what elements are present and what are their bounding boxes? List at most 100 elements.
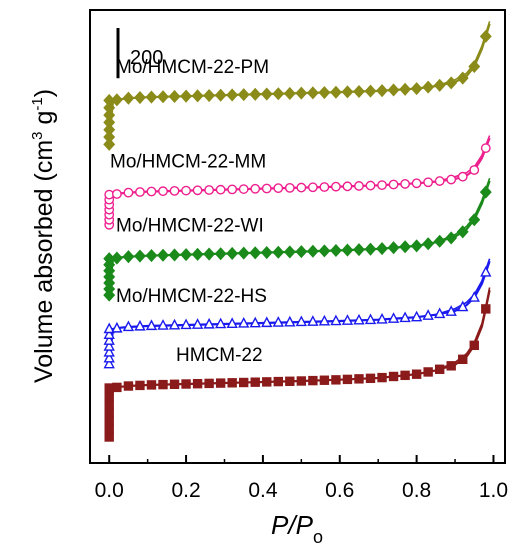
data-point (284, 182, 295, 193)
data-point (181, 379, 191, 389)
data-point (283, 86, 296, 100)
data-point (215, 378, 226, 388)
data-point (112, 382, 122, 393)
data-point (104, 407, 114, 418)
series-hmcm-22 (104, 287, 491, 442)
data-point (145, 319, 158, 331)
data-point (237, 88, 250, 102)
data-point (103, 137, 116, 151)
data-point (103, 351, 115, 363)
y-axis-label-sup1: 3 (29, 132, 46, 140)
data-point (376, 312, 388, 324)
data-point (331, 181, 341, 192)
data-point (169, 185, 180, 196)
data-point (145, 249, 158, 263)
data-point (273, 183, 284, 194)
data-point (157, 319, 169, 330)
data-point (103, 123, 116, 137)
data-point (411, 178, 422, 189)
data-point (456, 71, 469, 85)
data-point (123, 187, 134, 198)
data-point (237, 246, 250, 260)
data-point (146, 186, 157, 197)
data-point (157, 248, 169, 262)
data-point (104, 391, 114, 401)
data-point (103, 101, 116, 115)
series-label: Mo/HMCM-22-MM (110, 152, 266, 173)
data-point (434, 307, 446, 319)
data-point (111, 189, 122, 199)
data-point (250, 183, 261, 194)
data-point (191, 318, 204, 329)
data-point (446, 361, 456, 371)
data-point (469, 165, 480, 175)
series-label: Mo/HMCM-22-WI (116, 216, 264, 237)
data-point (434, 176, 445, 186)
data-point (239, 377, 249, 388)
data-point (423, 177, 434, 188)
data-point (458, 354, 468, 365)
data-point (145, 90, 158, 104)
desorption-line (108, 258, 491, 365)
data-point (295, 245, 308, 259)
y-axis-label-main: Volume absorbed (cm (30, 140, 58, 383)
data-point (214, 317, 227, 329)
data-point (111, 321, 123, 333)
data-point (354, 374, 364, 384)
data-point (376, 242, 388, 256)
data-point (285, 376, 295, 386)
data-point (306, 86, 319, 100)
data-point (308, 375, 318, 386)
data-point (272, 87, 285, 101)
data-point (318, 244, 331, 258)
data-point (422, 80, 435, 94)
data-point (318, 85, 331, 100)
series-mo-hmcm-22-wi (103, 178, 492, 302)
data-point (180, 318, 192, 330)
data-point (353, 243, 365, 257)
x-tick-label: 1.0 (479, 479, 508, 502)
data-point (203, 317, 215, 329)
data-point (238, 316, 250, 328)
data-point (146, 380, 157, 390)
data-point (388, 179, 399, 190)
data-point (307, 315, 319, 326)
data-point (329, 85, 342, 99)
data-point (354, 181, 364, 191)
data-point (399, 240, 412, 254)
series-layer (103, 21, 492, 442)
data-point (135, 380, 145, 391)
data-point (103, 115, 116, 129)
data-point (469, 340, 479, 351)
data-point (168, 248, 181, 262)
data-point (468, 291, 480, 302)
data-point (445, 231, 458, 245)
adsorption-line (108, 23, 491, 145)
data-point (446, 174, 457, 185)
data-point (479, 185, 492, 199)
data-point (103, 334, 115, 345)
data-point (103, 345, 115, 357)
series-label: HMCM-22 (176, 345, 263, 366)
x-tick-label: 0.4 (248, 479, 278, 502)
data-point (377, 180, 387, 191)
data-point (103, 328, 115, 340)
data-point (377, 372, 387, 383)
data-point (283, 245, 296, 259)
data-point (134, 319, 146, 331)
data-point (103, 130, 116, 144)
data-point (261, 183, 272, 194)
data-point (214, 247, 227, 261)
data-point (479, 29, 492, 43)
data-point (226, 88, 239, 102)
data-point (249, 246, 262, 260)
data-point (180, 89, 193, 103)
data-point (329, 243, 342, 258)
data-point (457, 171, 468, 182)
data-point (104, 424, 114, 434)
data-point (168, 89, 181, 103)
adsorption-line (108, 180, 491, 296)
data-point (191, 89, 204, 103)
data-point (433, 78, 446, 92)
data-point (341, 85, 354, 99)
